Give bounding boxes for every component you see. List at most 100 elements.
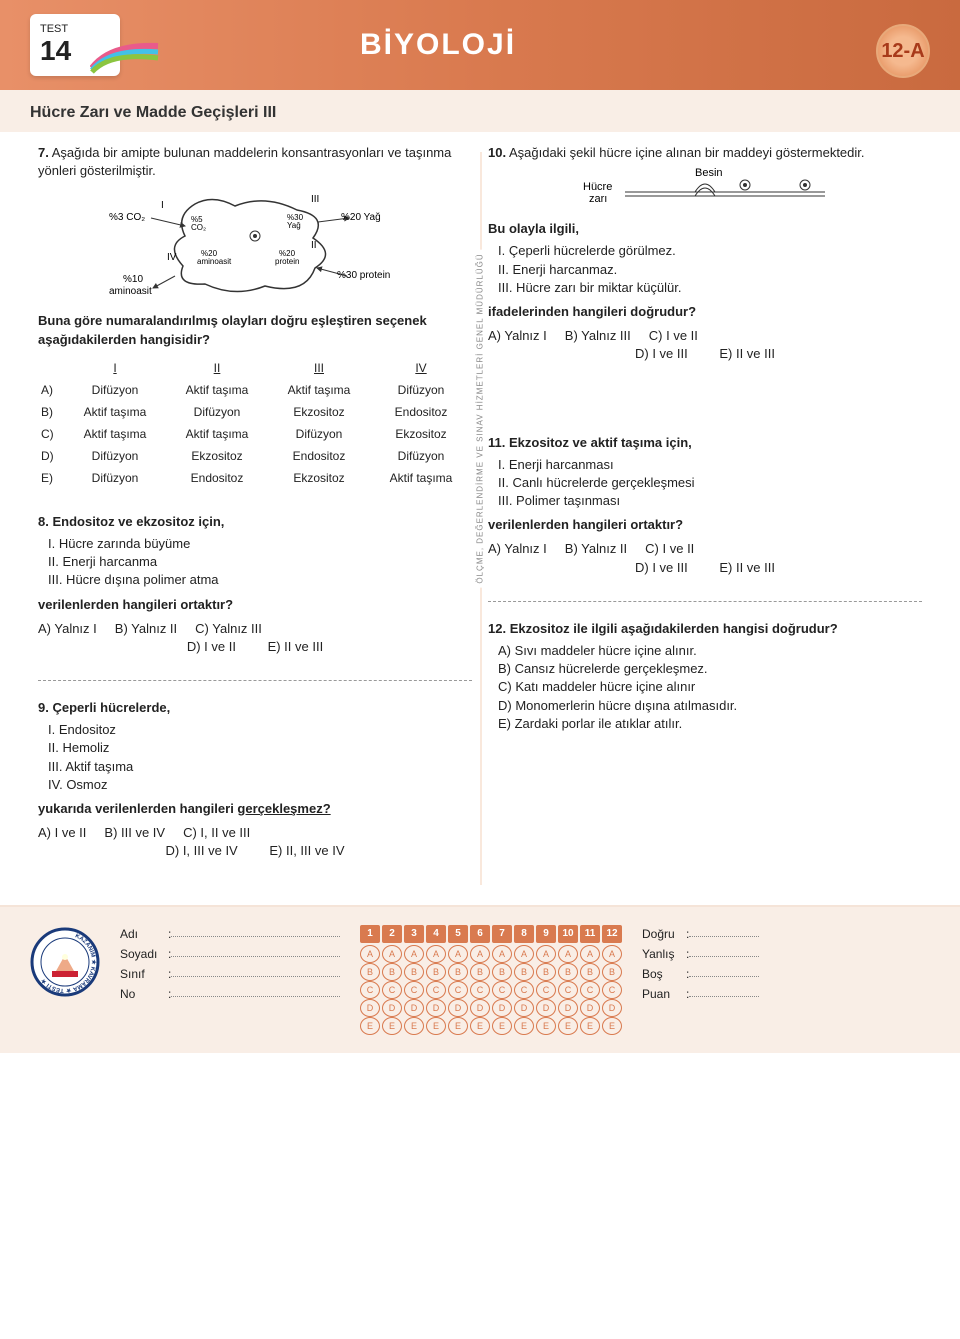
class-field[interactable] — [171, 967, 340, 977]
answer-bubble[interactable]: C — [514, 981, 534, 999]
answer-bubble[interactable]: D — [360, 999, 380, 1017]
answer-bubble[interactable]: D — [514, 999, 534, 1017]
option[interactable]: B) Cansız hücrelerde gerçekleşmez. — [498, 660, 922, 678]
option[interactable]: E) II ve III — [719, 559, 775, 577]
answer-bubble[interactable]: B — [536, 963, 556, 981]
answer-bubble[interactable]: E — [404, 1017, 424, 1035]
option[interactable]: A) Yalnız I — [38, 620, 97, 638]
table-row[interactable]: D)DifüzyonEkzositozEndositozDifüzyon — [38, 445, 472, 467]
answer-bubble[interactable]: D — [558, 999, 578, 1017]
answer-bubble[interactable]: A — [382, 945, 402, 963]
q7-prompt: Aşağıda bir amipte bulunan maddelerin ko… — [38, 145, 451, 178]
option[interactable]: A) Yalnız I — [488, 327, 547, 345]
answer-bubble[interactable]: A — [404, 945, 424, 963]
option[interactable]: A) Yalnız I — [488, 540, 547, 558]
option[interactable]: A) I ve II — [38, 824, 86, 842]
svg-text:%30 protein: %30 protein — [337, 270, 390, 281]
table-row[interactable]: E)DifüzyonEndositozEkzositozAktif taşıma — [38, 467, 472, 489]
answer-bubble[interactable]: E — [514, 1017, 534, 1035]
answer-bubble[interactable]: D — [580, 999, 600, 1017]
answer-bubble[interactable]: A — [470, 945, 490, 963]
answer-bubble[interactable]: D — [492, 999, 512, 1017]
number-field[interactable] — [171, 987, 340, 997]
option[interactable]: B) Yalnız II — [565, 540, 627, 558]
answer-bubble[interactable]: A — [602, 945, 622, 963]
option[interactable]: E) II ve III — [719, 345, 775, 363]
option[interactable]: D) I ve II — [187, 638, 236, 656]
option[interactable]: C) I ve II — [645, 540, 694, 558]
name-field[interactable] — [171, 927, 340, 937]
answer-bubble[interactable]: E — [602, 1017, 622, 1035]
answer-bubble[interactable]: A — [580, 945, 600, 963]
answer-bubble[interactable]: D — [470, 999, 490, 1017]
option[interactable]: D) Monomerlerin hücre dışına atılmasıdır… — [498, 697, 922, 715]
answer-bubble[interactable]: D — [426, 999, 446, 1017]
answer-bubble[interactable]: B — [580, 963, 600, 981]
answer-bubble[interactable]: E — [492, 1017, 512, 1035]
option[interactable]: B) Yalnız II — [115, 620, 177, 638]
answer-bubble[interactable]: A — [492, 945, 512, 963]
option[interactable]: A) Sıvı maddeler hücre içine alınır. — [498, 642, 922, 660]
answer-bubble[interactable]: D — [382, 999, 402, 1017]
answer-bubble[interactable]: A — [448, 945, 468, 963]
answer-bubble[interactable]: B — [448, 963, 468, 981]
option[interactable]: E) Zardaki porlar ile atıklar atılır. — [498, 715, 922, 733]
answer-bubble[interactable]: B — [492, 963, 512, 981]
answer-bubble[interactable]: D — [448, 999, 468, 1017]
answer-bubble[interactable]: B — [470, 963, 490, 981]
answer-bubble[interactable]: B — [360, 963, 380, 981]
answer-bubble[interactable]: B — [382, 963, 402, 981]
option[interactable]: D) I ve III — [635, 345, 688, 363]
answer-bubble[interactable]: E — [360, 1017, 380, 1035]
bubble-col-num: 6 — [470, 925, 490, 943]
answer-bubble[interactable]: C — [448, 981, 468, 999]
answer-bubble[interactable]: E — [382, 1017, 402, 1035]
seal-icon: KAZANIM ★ KAVRAMA ★ TESTİ ★ — [30, 927, 100, 997]
answer-bubble[interactable]: C — [470, 981, 490, 999]
answer-bubble[interactable]: A — [514, 945, 534, 963]
table-row[interactable]: A)DifüzyonAktif taşımaAktif taşımaDifüzy… — [38, 379, 472, 401]
answer-bubble[interactable]: A — [426, 945, 446, 963]
answer-bubble[interactable]: C — [382, 981, 402, 999]
option[interactable]: B) III ve IV — [104, 824, 165, 842]
answer-bubble[interactable]: E — [448, 1017, 468, 1035]
answer-bubble[interactable]: B — [514, 963, 534, 981]
option[interactable]: C) Katı maddeler hücre içine alınır — [498, 678, 922, 696]
answer-bubble[interactable]: D — [536, 999, 556, 1017]
answer-bubble[interactable]: C — [360, 981, 380, 999]
option[interactable]: C) I ve II — [649, 327, 698, 345]
answer-bubble[interactable]: C — [558, 981, 578, 999]
membrane-diagram: Besin Hücre zarı — [575, 166, 835, 216]
bubble-row: DDDDDDDDDDDD — [360, 999, 622, 1017]
answer-bubble[interactable]: C — [536, 981, 556, 999]
answer-bubble[interactable]: A — [558, 945, 578, 963]
answer-bubble[interactable]: D — [404, 999, 424, 1017]
option[interactable]: B) Yalnız III — [565, 327, 631, 345]
answer-bubble[interactable]: B — [558, 963, 578, 981]
table-row[interactable]: B)Aktif taşımaDifüzyonEkzositozEndositoz — [38, 401, 472, 423]
answer-bubble[interactable]: C — [426, 981, 446, 999]
answer-bubble[interactable]: A — [360, 945, 380, 963]
answer-bubble[interactable]: E — [580, 1017, 600, 1035]
table-row[interactable]: C)Aktif taşımaAktif taşımaDifüzyonEkzosi… — [38, 423, 472, 445]
answer-bubble[interactable]: B — [602, 963, 622, 981]
answer-bubble[interactable]: E — [536, 1017, 556, 1035]
surname-field[interactable] — [171, 947, 340, 957]
answer-bubble[interactable]: B — [404, 963, 424, 981]
answer-bubble[interactable]: E — [558, 1017, 578, 1035]
answer-bubble[interactable]: C — [602, 981, 622, 999]
answer-bubble[interactable]: E — [426, 1017, 446, 1035]
option[interactable]: E) II, III ve IV — [269, 842, 344, 860]
option[interactable]: C) Yalnız III — [195, 620, 262, 638]
answer-bubble[interactable]: E — [470, 1017, 490, 1035]
answer-bubble[interactable]: D — [602, 999, 622, 1017]
answer-bubble[interactable]: C — [492, 981, 512, 999]
answer-bubble[interactable]: A — [536, 945, 556, 963]
answer-bubble[interactable]: B — [426, 963, 446, 981]
option[interactable]: C) I, II ve III — [183, 824, 250, 842]
option[interactable]: D) I ve III — [635, 559, 688, 577]
option[interactable]: D) I, III ve IV — [165, 842, 237, 860]
answer-bubble[interactable]: C — [580, 981, 600, 999]
option[interactable]: E) II ve III — [268, 638, 324, 656]
answer-bubble[interactable]: C — [404, 981, 424, 999]
